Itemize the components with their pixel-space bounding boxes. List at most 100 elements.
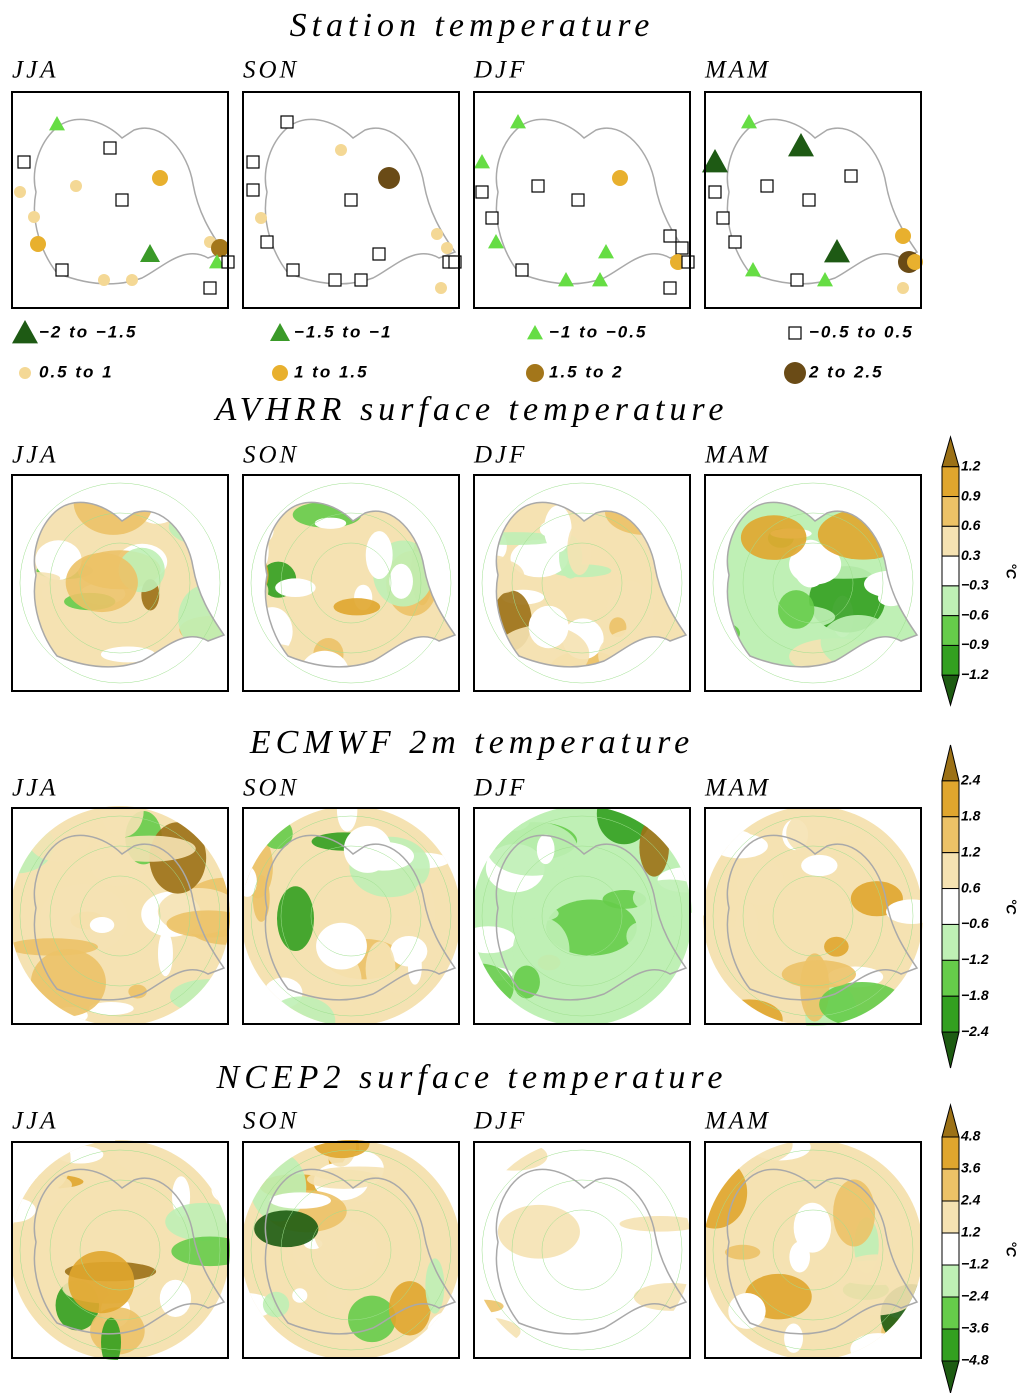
colorbar-unit: °C <box>1003 899 1019 916</box>
station-marker <box>760 179 774 193</box>
colorbar-label: −1.8 <box>961 987 989 1003</box>
legend-label: −0.5 to 0.5 <box>809 322 914 341</box>
colorbar-box <box>941 555 960 587</box>
season-label: MAM <box>704 1108 771 1135</box>
season-label: MAM <box>704 57 771 84</box>
station-marker <box>17 155 31 169</box>
grid-circle <box>310 542 392 624</box>
map-panel <box>11 474 229 692</box>
field-blob <box>377 996 444 1026</box>
station-marker <box>328 273 342 287</box>
field-gap <box>472 844 483 856</box>
field-gap <box>157 930 173 977</box>
panel-frame <box>704 807 922 1025</box>
map-panel <box>703 806 923 1026</box>
season-label: DJF <box>473 1108 527 1135</box>
grid-circle <box>250 1149 452 1351</box>
field-gap <box>886 899 923 924</box>
field-blob <box>870 676 900 695</box>
colorbar-label: −2.4 <box>961 1288 989 1304</box>
field-gap <box>299 650 350 667</box>
station-marker <box>280 115 294 129</box>
field-blob <box>846 502 890 504</box>
station-marker <box>441 242 453 254</box>
station-marker <box>28 211 40 223</box>
field-blob <box>664 971 692 993</box>
station-marker <box>115 193 129 207</box>
coastline <box>33 1168 226 1335</box>
field-blob <box>820 615 896 667</box>
station-marker <box>55 263 69 277</box>
field-gap <box>34 502 41 528</box>
field-blob <box>31 1140 71 1190</box>
colorbar-top <box>941 1103 960 1138</box>
field-gap <box>858 469 894 491</box>
field-gap <box>444 1140 461 1164</box>
station-marker <box>488 234 504 249</box>
grid-circle <box>511 1179 653 1321</box>
field-blob <box>833 1179 876 1247</box>
coastline <box>726 501 919 668</box>
colorbar-box <box>941 888 960 925</box>
field-blob <box>619 1216 692 1232</box>
field-blob <box>626 922 654 950</box>
field-gap <box>89 917 115 933</box>
season-label: SON <box>243 442 299 469</box>
colorbar-label: −4.8 <box>961 1352 989 1368</box>
field-blob <box>496 625 590 667</box>
colorbar-box <box>941 1328 960 1362</box>
field-blob <box>830 1254 923 1316</box>
legend-label: −1 to −0.5 <box>549 322 647 341</box>
field-blob <box>171 1236 230 1267</box>
field-blob <box>113 1140 173 1174</box>
station-marker <box>824 239 850 263</box>
colorbar-box <box>941 923 960 961</box>
colorbar-box <box>941 585 960 617</box>
field-blob <box>100 806 144 838</box>
season-label: JJA <box>12 442 58 469</box>
colorbar-label: −2.4 <box>961 1023 989 1039</box>
field-blob <box>68 1250 135 1314</box>
field-blob <box>519 905 559 922</box>
station-marker <box>741 114 757 129</box>
field-gap <box>368 502 386 508</box>
legend-symbol <box>19 367 31 379</box>
field-blob <box>267 996 336 1026</box>
grid-circle <box>310 1209 392 1291</box>
colorbar-box <box>941 525 960 557</box>
colorbar-box <box>941 1232 960 1266</box>
field-blob <box>265 574 269 608</box>
field-gap <box>269 1192 331 1209</box>
field-blob <box>325 1260 349 1313</box>
field-gap <box>632 1246 651 1269</box>
field-blob <box>195 502 224 536</box>
legend-symbol <box>784 362 806 384</box>
station-marker <box>126 274 138 286</box>
legend-label: 0.5 to 1 <box>39 362 114 381</box>
grid-circle <box>250 815 452 1017</box>
grid-circle <box>280 1179 422 1321</box>
field-blob <box>843 810 918 830</box>
field-gap <box>900 993 923 1026</box>
field <box>727 469 917 695</box>
panel-frame <box>11 1141 229 1359</box>
colorbar-top <box>941 744 960 782</box>
station-marker <box>802 193 816 207</box>
station-marker <box>255 212 267 224</box>
field-blob <box>496 649 533 667</box>
field-blob <box>166 910 230 938</box>
station-marker <box>475 185 489 199</box>
station-marker <box>663 281 677 295</box>
field <box>241 1140 461 1360</box>
field-gap <box>180 809 227 828</box>
grid-circle <box>19 482 221 684</box>
field-blob <box>284 1331 326 1360</box>
field-blob <box>101 1317 122 1360</box>
panel-frame <box>704 474 922 692</box>
field-gap <box>389 563 413 599</box>
field-blob <box>472 1299 504 1313</box>
field-blob <box>95 476 139 502</box>
season-label: SON <box>243 57 299 84</box>
station-marker <box>260 235 274 249</box>
